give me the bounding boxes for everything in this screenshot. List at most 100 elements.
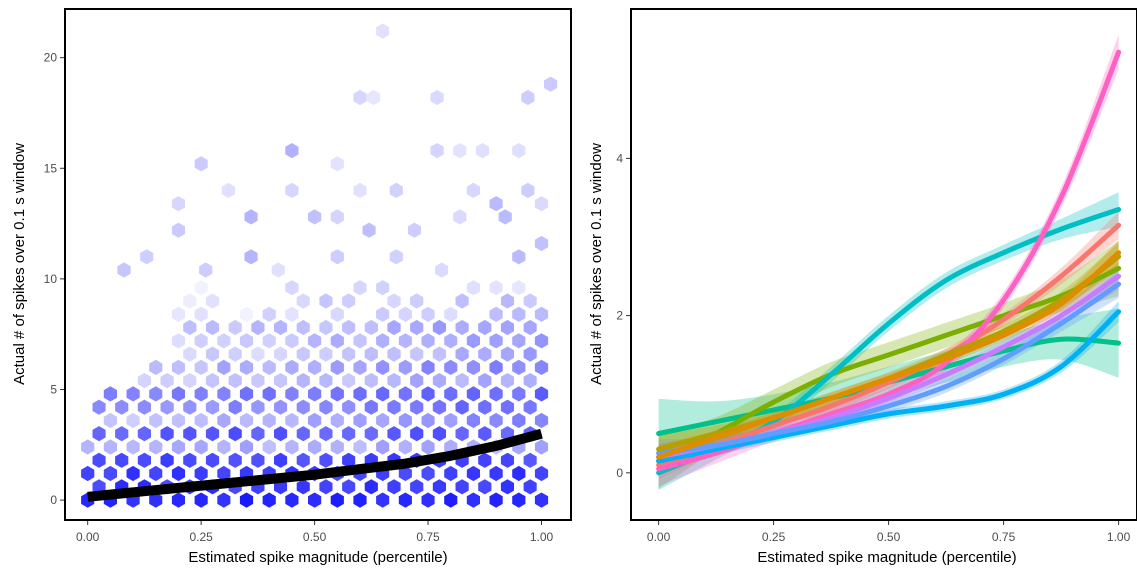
- hexbin-cell: [115, 452, 129, 468]
- hexbin-cell: [251, 426, 265, 442]
- hexbin-cell: [444, 492, 458, 508]
- hexbin-cell: [455, 346, 469, 362]
- hexbin-cell: [478, 319, 492, 336]
- hexbin-cell: [274, 373, 288, 389]
- hexbin-cell: [432, 426, 446, 442]
- hexbin-cell: [330, 333, 344, 349]
- hexbin-cell: [228, 399, 242, 415]
- hexbin-cell: [455, 373, 469, 389]
- hexbin-cell: [466, 465, 480, 482]
- hexbin-cell: [367, 89, 381, 106]
- hexbin-cell: [274, 319, 288, 336]
- hexbin-cell: [262, 439, 276, 455]
- hexbin-cell: [342, 319, 356, 336]
- hexbin-cell: [194, 465, 208, 482]
- series-line: [656, 250, 1122, 460]
- hexbin-cell: [149, 492, 163, 508]
- hexbin-cell: [160, 399, 174, 415]
- hexbin-cell: [217, 412, 231, 429]
- hexbin-cell: [475, 143, 490, 159]
- hexbin-cell: [353, 386, 367, 402]
- hexbin-cell: [364, 346, 378, 362]
- right-x-axis-title: Estimated spike magnitude (percentile): [757, 549, 1016, 566]
- hexbin-cell: [430, 143, 444, 159]
- hexbin-cell: [205, 399, 220, 415]
- y-tick-label: 2: [616, 309, 623, 323]
- hexbin-cell: [217, 492, 231, 508]
- hexbin-cell: [444, 386, 458, 402]
- hexbin-cell: [308, 492, 322, 508]
- hexbin-panel: 0.00 0.25 0.50 0.75 1.00 0 5 10 15 20 Estimated …: [11, 8, 572, 566]
- hexbin-cell: [466, 333, 480, 349]
- hexbin-cell: [319, 452, 333, 468]
- hexbin-cell: [271, 262, 285, 278]
- hexbin-cell: [478, 373, 492, 389]
- hexbin-cell: [330, 386, 344, 402]
- hexbin-cell: [489, 280, 503, 296]
- hexbin-cell: [466, 280, 480, 296]
- hexbin-cell: [444, 306, 458, 322]
- hexbin-cell: [410, 373, 424, 389]
- y-tick-label: 0: [616, 466, 623, 480]
- right-plot-frame: [630, 8, 1137, 521]
- hexbin-cell: [117, 262, 131, 278]
- hexbin-cell: [353, 412, 367, 429]
- hexbin-cell: [387, 479, 401, 495]
- hexbin-cell: [239, 359, 254, 375]
- hexbin-cell: [455, 293, 469, 309]
- hexbin-cell: [251, 399, 265, 415]
- hexbin-cell: [421, 465, 435, 482]
- hexbin-cell: [251, 373, 265, 389]
- hexbin-cell: [364, 373, 378, 389]
- hexbin-cell: [285, 492, 299, 508]
- hexbin-cell: [205, 373, 220, 389]
- hexbin-cell: [262, 492, 276, 508]
- hexbin-cell: [296, 479, 310, 495]
- hexbin-cell: [285, 359, 299, 375]
- hexbin-cell: [489, 492, 503, 508]
- hexbin-cell: [194, 359, 208, 375]
- hexbin-cell: [217, 359, 231, 375]
- hexbin-cell: [308, 359, 322, 375]
- hexbin-cell: [421, 439, 435, 455]
- hexbin-cell: [137, 373, 151, 389]
- hexbin-cell: [478, 479, 492, 495]
- y-tick-label: 10: [44, 272, 58, 286]
- x-tick-label: 1.00: [1107, 530, 1131, 544]
- hexbin-cell: [398, 386, 412, 402]
- hexbin-cell: [534, 439, 549, 455]
- hexbin-cell: [194, 386, 208, 402]
- series-line: [656, 281, 1122, 456]
- hexbin-cell: [183, 373, 197, 389]
- hexbin-cell: [149, 359, 163, 375]
- hexbin-cell: [319, 319, 333, 336]
- hexbin-cell: [453, 143, 467, 159]
- hexbin-cell: [205, 426, 220, 442]
- hexbin-cell: [285, 333, 299, 349]
- hexbin-cell: [389, 182, 403, 198]
- hexbin-cell: [444, 412, 458, 429]
- hexbin-cell: [194, 412, 208, 429]
- left-y-axis-ticks: 0 5 10 15 20: [44, 51, 64, 507]
- hexbin-cell: [387, 426, 401, 442]
- hexbin-cell: [387, 293, 401, 309]
- hexbin-cell: [523, 319, 537, 336]
- hexbin-cell: [251, 452, 265, 468]
- hexbin-cell: [489, 412, 503, 429]
- hexbin-cell: [126, 412, 140, 429]
- hexbin-cell: [126, 465, 140, 482]
- hexbin-cell: [421, 386, 435, 402]
- hexbin-cell: [217, 465, 231, 482]
- y-tick-label: 4: [616, 151, 623, 165]
- hexbin-cell: [489, 465, 503, 482]
- hexbin-cell: [330, 306, 344, 322]
- hexbin-cell: [92, 399, 106, 415]
- hexbin-cell: [410, 426, 424, 442]
- hexbin-cell: [512, 359, 526, 375]
- hexbin-cell: [183, 426, 197, 442]
- x-tick-label: 0.50: [303, 530, 327, 544]
- hexbin-cell: [239, 333, 254, 349]
- hexbin-cell: [512, 465, 526, 482]
- hexbin-cell: [103, 386, 117, 402]
- hexbin-cell: [478, 426, 492, 442]
